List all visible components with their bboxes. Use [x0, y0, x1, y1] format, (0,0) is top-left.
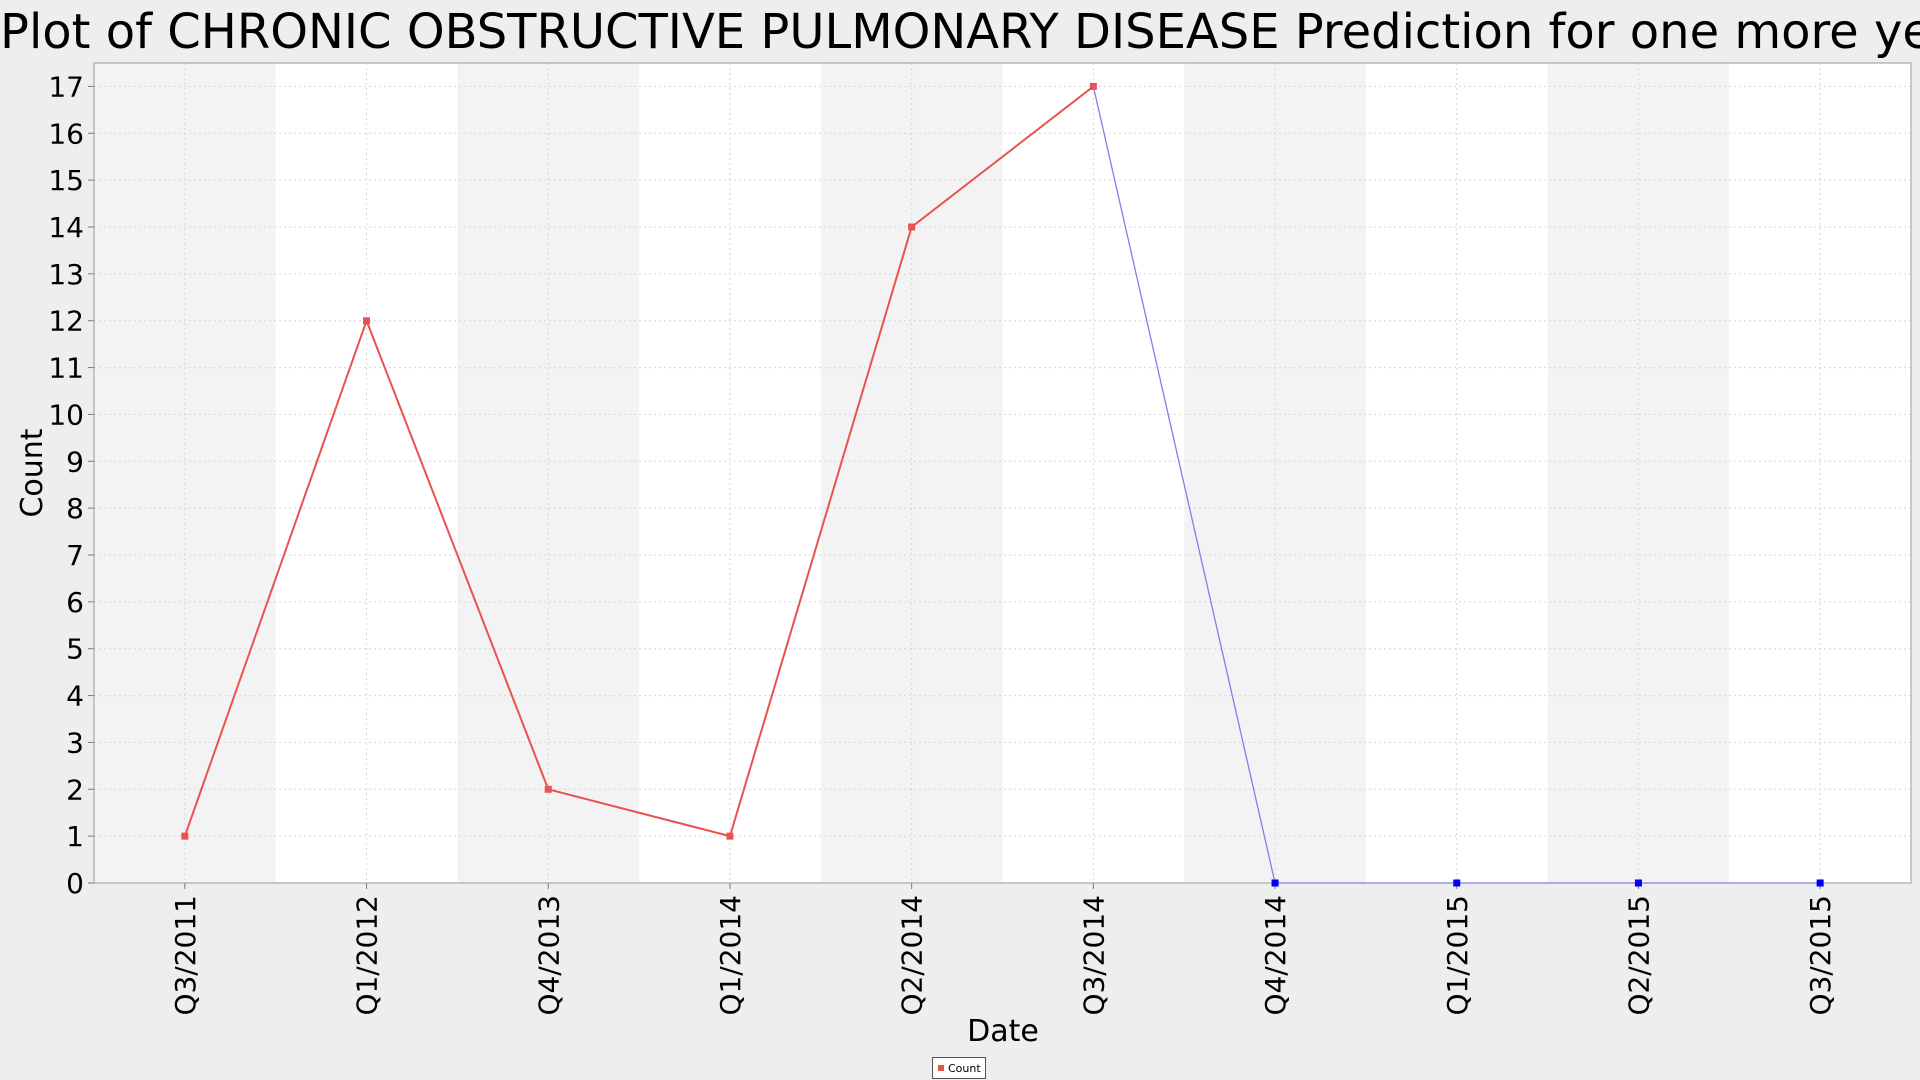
- y-tick-label: 7: [66, 539, 84, 572]
- x-tick-label: Q3/2015: [1804, 895, 1837, 1016]
- y-tick-label: 15: [48, 164, 84, 197]
- data-point: [1634, 879, 1642, 887]
- y-tick-label: 16: [48, 117, 84, 150]
- y-tick-label: 10: [48, 398, 84, 431]
- data-point: [1271, 879, 1279, 887]
- y-tick-label: 3: [66, 726, 84, 759]
- x-tick-label: Q2/2015: [1622, 895, 1655, 1016]
- series-line-0: [183, 85, 1094, 838]
- legend-swatch-icon: [937, 1064, 945, 1072]
- chart-title: Plot of CHRONIC OBSTRUCTIVE PULMONARY DI…: [0, 4, 1920, 60]
- y-tick-label: 13: [48, 258, 84, 291]
- x-tick-label: Q3/2014: [1077, 895, 1110, 1016]
- data-point: [181, 832, 189, 840]
- y-axis-title: Count: [15, 428, 50, 517]
- data-point: [908, 223, 916, 231]
- data-point: [363, 317, 371, 325]
- data-point: [1453, 879, 1461, 887]
- x-tick-label: Q4/2014: [1259, 895, 1292, 1016]
- x-tick-label: Q3/2011: [169, 895, 202, 1016]
- y-tick-label: 4: [66, 680, 84, 713]
- legend-label: Count: [948, 1061, 981, 1075]
- y-tick-label: 5: [66, 633, 84, 666]
- y-tick-label: 6: [66, 586, 84, 619]
- x-tick-label: Q2/2014: [896, 895, 929, 1016]
- y-tick-label: 2: [66, 773, 84, 806]
- x-tick-label: Q1/2012: [351, 895, 384, 1016]
- y-tick-label: 14: [48, 211, 84, 244]
- x-tick-label: Q4/2013: [532, 895, 565, 1016]
- data-point: [726, 832, 734, 840]
- y-tick-label: 9: [66, 445, 84, 478]
- legend: Count: [932, 1057, 986, 1079]
- y-tick-label: 12: [48, 305, 84, 338]
- x-axis-title: Date: [967, 1014, 1039, 1049]
- y-tick-label: 1: [66, 820, 84, 853]
- data-point: [1816, 879, 1824, 887]
- y-tick-label: 17: [48, 70, 84, 103]
- data-point: [544, 785, 552, 793]
- y-tick-label: 0: [66, 867, 84, 900]
- y-tick-label: 11: [48, 352, 84, 385]
- y-tick-label: 8: [66, 492, 84, 525]
- plot-border: [93, 62, 1912, 884]
- x-tick-label: Q1/2014: [714, 895, 747, 1016]
- x-tick-label: Q1/2015: [1441, 895, 1474, 1016]
